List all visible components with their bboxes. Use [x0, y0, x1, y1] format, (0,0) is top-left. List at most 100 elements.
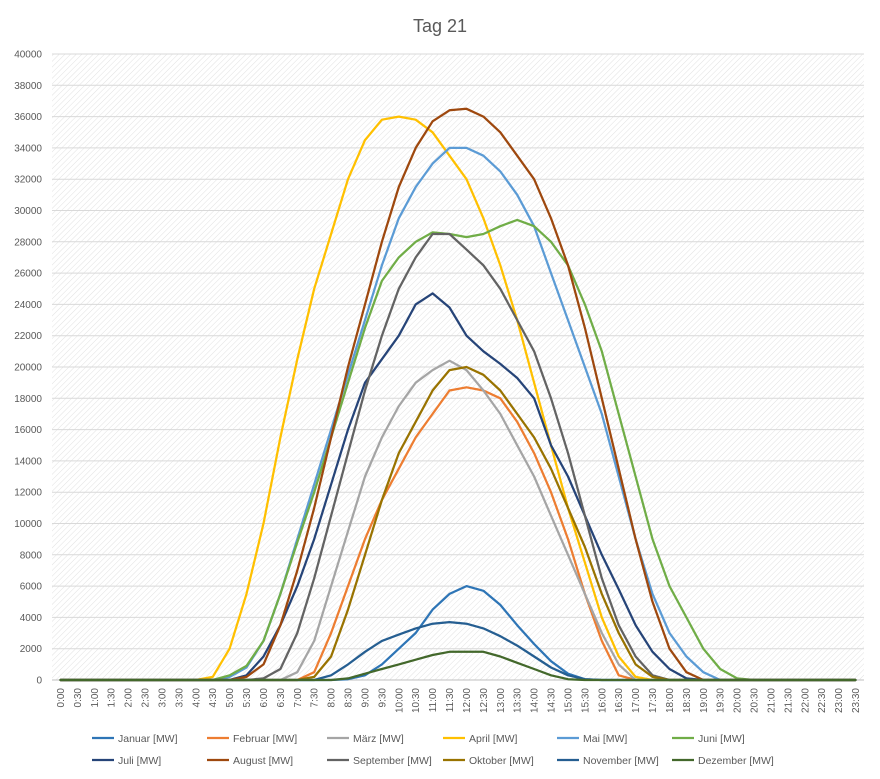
y-tick-label: 30000	[14, 206, 42, 217]
legend-label: Februar [MW]	[233, 733, 297, 745]
x-tick-label: 22:30	[817, 688, 828, 713]
legend-label: September [MW]	[353, 755, 432, 767]
x-tick-label: 10:00	[394, 688, 405, 713]
x-tick-label: 2:30	[141, 688, 152, 708]
x-tick-label: 23:00	[834, 688, 845, 713]
x-tick-label: 21:30	[783, 688, 794, 713]
legend-item[interactable]: April [MW]	[443, 733, 517, 745]
x-tick-label: 3:30	[174, 688, 185, 708]
legend-label: März [MW]	[353, 733, 404, 745]
y-tick-label: 40000	[14, 50, 42, 61]
y-axis: 0 2000 4000 6000 8000 10000 12000 14000 16000 180…	[14, 50, 42, 687]
x-tick-label: 17:00	[631, 688, 642, 713]
legend-item[interactable]: August [MW]	[207, 755, 293, 767]
y-tick-label: 2000	[20, 644, 43, 655]
y-tick-label: 14000	[14, 456, 42, 467]
x-tick-label: 10:30	[411, 688, 422, 713]
x-tick-label: 15:30	[580, 688, 591, 713]
legend-item[interactable]: Oktober [MW]	[443, 755, 534, 767]
x-tick-label: 13:30	[513, 688, 524, 713]
y-tick-label: 26000	[14, 269, 42, 280]
legend-label: November [MW]	[583, 755, 659, 767]
y-tick-label: 24000	[14, 300, 42, 311]
y-tick-label: 8000	[20, 550, 43, 561]
x-tick-label: 5:00	[225, 688, 236, 708]
x-tick-label: 4:30	[208, 688, 219, 708]
x-tick-label: 21:00	[766, 688, 777, 713]
legend-item[interactable]: Januar [MW]	[92, 733, 178, 745]
x-tick-label: 9:30	[377, 688, 388, 708]
x-tick-label: 4:00	[191, 688, 202, 708]
x-tick-label: 17:30	[648, 688, 659, 713]
x-tick-label: 6:30	[276, 688, 287, 708]
y-tick-label: 38000	[14, 81, 42, 92]
legend-item[interactable]: Juli [MW]	[92, 755, 161, 767]
legend: Januar [MW] Februar [MW] März [MW] April [M…	[92, 733, 774, 767]
x-tick-label: 20:30	[750, 688, 761, 713]
x-tick-label: 12:00	[462, 688, 473, 713]
x-tick-label: 14:30	[547, 688, 558, 713]
legend-label: Juni [MW]	[698, 733, 745, 745]
legend-item[interactable]: Juni [MW]	[672, 733, 745, 745]
y-tick-label: 12000	[14, 488, 42, 499]
legend-label: Mai [MW]	[583, 733, 627, 745]
chart-title: Tag 21	[413, 16, 467, 36]
legend-item[interactable]: Dezember [MW]	[672, 755, 774, 767]
y-tick-label: 4000	[20, 613, 43, 624]
legend-label: Dezember [MW]	[698, 755, 774, 767]
x-tick-label: 2:00	[124, 688, 135, 708]
legend-label: April [MW]	[469, 733, 517, 745]
y-tick-label: 6000	[20, 582, 43, 593]
legend-item[interactable]: September [MW]	[327, 755, 432, 767]
x-tick-label: 0:30	[73, 688, 84, 708]
legend-label: Juli [MW]	[118, 755, 161, 767]
y-tick-label: 18000	[14, 394, 42, 405]
x-tick-label: 1:00	[90, 688, 101, 708]
x-tick-label: 8:30	[344, 688, 355, 708]
x-tick-label: 23:30	[851, 688, 862, 713]
series-line	[59, 650, 857, 682]
legend-item[interactable]: Februar [MW]	[207, 733, 297, 745]
legend-item[interactable]: Mai [MW]	[557, 733, 627, 745]
x-tick-label: 16:00	[597, 688, 608, 713]
x-tick-label: 20:00	[733, 688, 744, 713]
x-tick-label: 7:00	[293, 688, 304, 708]
y-tick-label: 10000	[14, 519, 42, 530]
y-tick-label: 0	[36, 676, 42, 687]
x-tick-label: 6:00	[259, 688, 270, 708]
series-group	[59, 650, 857, 682]
x-tick-label: 9:00	[360, 688, 371, 708]
x-tick-label: 0:00	[56, 688, 67, 708]
x-tick-label: 16:30	[614, 688, 625, 713]
legend-item[interactable]: November [MW]	[557, 755, 659, 767]
x-tick-label: 22:00	[800, 688, 811, 713]
x-tick-label: 5:30	[242, 688, 253, 708]
x-axis: 0:00 0:30 1:00 1:30 2:00 2:30 3:00 3:30 4:00 4:30…	[56, 688, 862, 713]
y-tick-label: 36000	[14, 112, 42, 123]
y-tick-label: 20000	[14, 363, 42, 374]
x-tick-label: 14:00	[530, 688, 541, 713]
x-tick-label: 8:00	[327, 688, 338, 708]
y-tick-label: 34000	[14, 143, 42, 154]
y-tick-label: 22000	[14, 331, 42, 342]
y-tick-label: 32000	[14, 175, 42, 186]
y-tick-label: 16000	[14, 425, 42, 436]
legend-label: Oktober [MW]	[469, 755, 534, 767]
x-tick-label: 11:30	[445, 688, 456, 713]
x-tick-label: 13:00	[496, 688, 507, 713]
x-tick-label: 15:00	[563, 688, 574, 713]
x-tick-label: 11:00	[428, 688, 439, 713]
x-tick-label: 19:30	[716, 688, 727, 713]
x-tick-label: 1:30	[107, 688, 118, 708]
x-tick-label: 18:00	[665, 688, 676, 713]
legend-label: August [MW]	[233, 755, 293, 767]
x-tick-label: 12:30	[479, 688, 490, 713]
legend-label: Januar [MW]	[118, 733, 178, 745]
legend-item[interactable]: März [MW]	[327, 733, 404, 745]
x-tick-label: 19:00	[699, 688, 710, 713]
y-tick-label: 28000	[14, 237, 42, 248]
x-tick-label: 18:30	[682, 688, 693, 713]
x-tick-label: 3:00	[157, 688, 168, 708]
